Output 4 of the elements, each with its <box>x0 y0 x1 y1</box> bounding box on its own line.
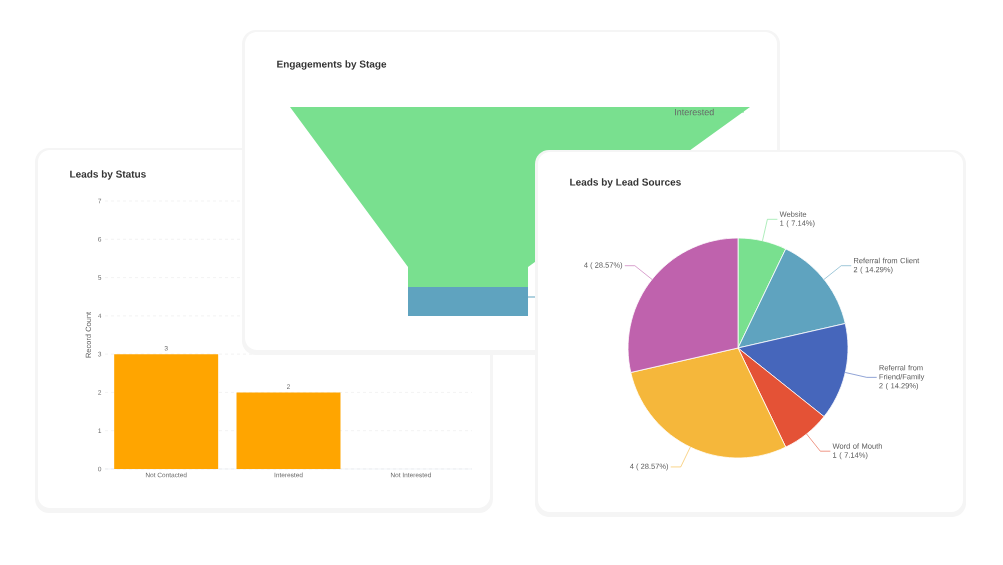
category-label: Interested <box>675 108 714 116</box>
chart-title: Leads by Lead Sources <box>570 178 681 188</box>
chart-title: Leads by Status <box>70 170 146 180</box>
text: Engagements by Stage <box>277 60 387 70</box>
